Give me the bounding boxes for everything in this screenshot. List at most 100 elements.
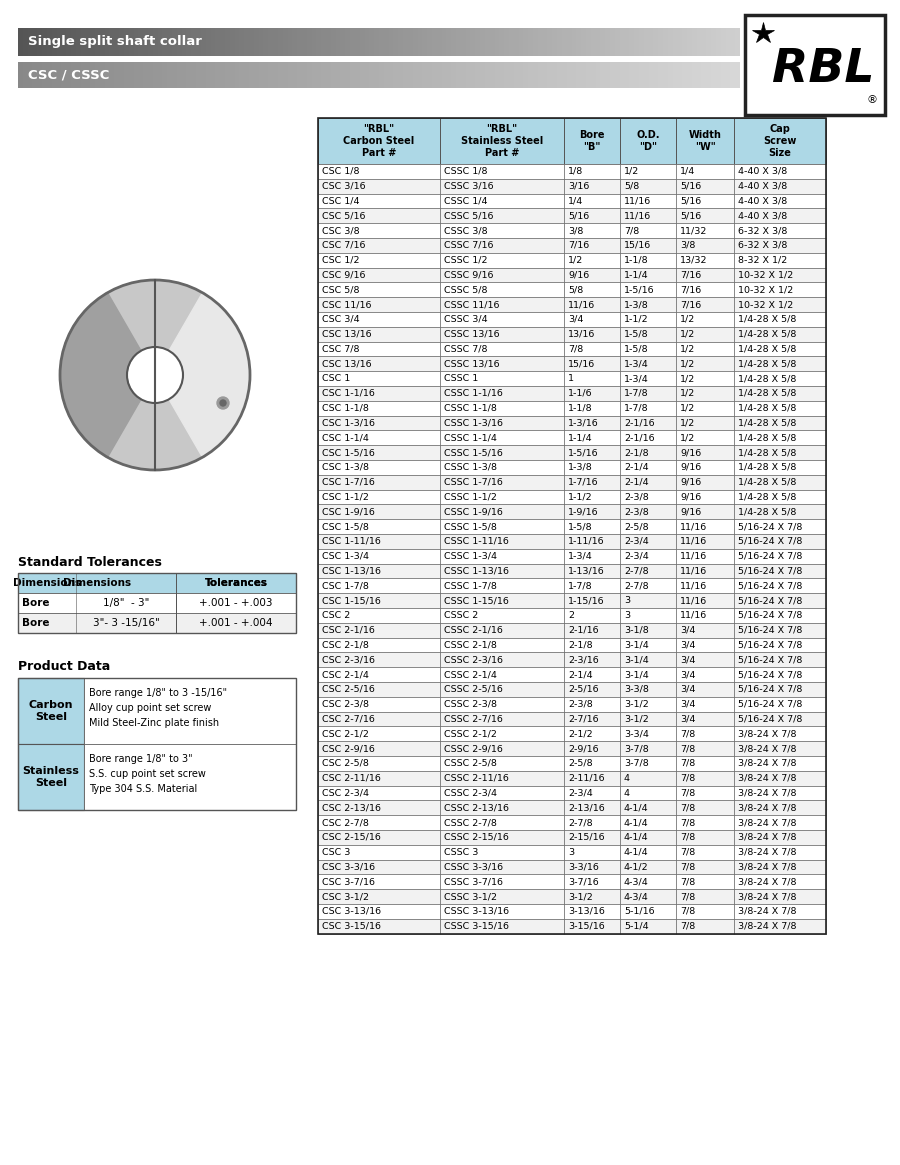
Bar bbox=[192, 62, 196, 89]
Text: Cap
Screw
Size: Cap Screw Size bbox=[763, 123, 796, 158]
Bar bbox=[182, 28, 186, 56]
Bar bbox=[318, 845, 440, 860]
Text: Alloy cup point set screw: Alloy cup point set screw bbox=[89, 702, 212, 713]
Bar bbox=[676, 297, 734, 312]
Text: 1-7/16: 1-7/16 bbox=[568, 478, 598, 487]
Text: 3/8-24 X 7/8: 3/8-24 X 7/8 bbox=[738, 804, 796, 812]
Bar bbox=[734, 386, 826, 401]
Bar bbox=[440, 712, 564, 727]
Wedge shape bbox=[169, 292, 250, 458]
Text: 1-3/4: 1-3/4 bbox=[568, 552, 593, 560]
Bar bbox=[734, 860, 826, 875]
Text: 5/16-24 X 7/8: 5/16-24 X 7/8 bbox=[738, 552, 803, 560]
Text: 5/16: 5/16 bbox=[568, 211, 590, 220]
Bar bbox=[220, 28, 225, 56]
Bar bbox=[734, 785, 826, 800]
Text: 11/16: 11/16 bbox=[680, 610, 707, 620]
Bar bbox=[564, 534, 620, 549]
Bar bbox=[86, 62, 90, 89]
Bar bbox=[440, 520, 564, 534]
Bar bbox=[318, 445, 440, 460]
Bar bbox=[292, 28, 297, 56]
Bar bbox=[553, 28, 557, 56]
Bar bbox=[318, 756, 440, 771]
Bar bbox=[393, 62, 399, 89]
Bar bbox=[235, 28, 239, 56]
Bar bbox=[620, 416, 676, 430]
Text: CSSC 1-13/16: CSSC 1-13/16 bbox=[444, 566, 509, 576]
Bar bbox=[318, 875, 440, 889]
Bar bbox=[76, 573, 176, 593]
Bar bbox=[318, 356, 440, 372]
Bar bbox=[61, 28, 66, 56]
Text: 6-32 X 3/8: 6-32 X 3/8 bbox=[738, 226, 788, 235]
Text: 5/16: 5/16 bbox=[680, 211, 701, 220]
Bar bbox=[318, 727, 440, 741]
Bar bbox=[196, 62, 201, 89]
Bar bbox=[564, 489, 620, 504]
Bar bbox=[676, 460, 734, 475]
Bar bbox=[76, 28, 81, 56]
Text: 5/16: 5/16 bbox=[680, 197, 701, 205]
Bar bbox=[504, 28, 509, 56]
Bar bbox=[471, 62, 475, 89]
Text: Mild Steel-Zinc plate finish: Mild Steel-Zinc plate finish bbox=[89, 718, 219, 728]
Bar bbox=[620, 504, 676, 520]
Bar bbox=[676, 637, 734, 652]
Text: 5/16-24 X 7/8: 5/16-24 X 7/8 bbox=[738, 700, 803, 708]
Bar bbox=[440, 445, 564, 460]
Text: 15/16: 15/16 bbox=[624, 241, 652, 250]
Text: 1-1/2: 1-1/2 bbox=[568, 493, 592, 501]
Bar bbox=[114, 62, 119, 89]
Bar bbox=[42, 62, 47, 89]
Text: CSSC 1-11/16: CSSC 1-11/16 bbox=[444, 537, 508, 546]
Bar bbox=[403, 28, 408, 56]
Text: RBL: RBL bbox=[772, 48, 874, 92]
Text: 2-1/16: 2-1/16 bbox=[568, 626, 598, 635]
Bar bbox=[676, 372, 734, 386]
Text: 7/8: 7/8 bbox=[568, 345, 583, 353]
Bar bbox=[475, 62, 480, 89]
Bar bbox=[676, 253, 734, 268]
Text: CSC 2-1/4: CSC 2-1/4 bbox=[322, 670, 369, 679]
Bar bbox=[676, 356, 734, 372]
Text: 3/4: 3/4 bbox=[680, 700, 696, 708]
Bar bbox=[676, 741, 734, 756]
Text: CSC 2-5/8: CSC 2-5/8 bbox=[322, 758, 369, 768]
Text: 1/2: 1/2 bbox=[624, 167, 639, 176]
Bar bbox=[620, 741, 676, 756]
Bar bbox=[440, 489, 564, 504]
Text: CSSC 2-5/16: CSSC 2-5/16 bbox=[444, 685, 503, 694]
Circle shape bbox=[60, 280, 250, 469]
Bar bbox=[18, 28, 22, 56]
Bar bbox=[318, 520, 440, 534]
Bar bbox=[653, 62, 658, 89]
Text: 1/4: 1/4 bbox=[680, 167, 695, 176]
Text: CSSC 1-15/16: CSSC 1-15/16 bbox=[444, 596, 508, 605]
Bar bbox=[81, 62, 86, 89]
Bar bbox=[18, 573, 296, 633]
Text: CSSC 3/8: CSSC 3/8 bbox=[444, 226, 488, 235]
Text: CSSC 3-13/16: CSSC 3-13/16 bbox=[444, 906, 509, 916]
Text: 1-13/16: 1-13/16 bbox=[568, 566, 605, 576]
Text: 3/8-24 X 7/8: 3/8-24 X 7/8 bbox=[738, 729, 796, 739]
Bar bbox=[124, 62, 129, 89]
Text: 11/16: 11/16 bbox=[624, 211, 652, 220]
Bar bbox=[564, 401, 620, 416]
Bar bbox=[318, 564, 440, 578]
Bar bbox=[220, 62, 225, 89]
Bar bbox=[81, 28, 86, 56]
Bar bbox=[139, 62, 143, 89]
Bar bbox=[564, 282, 620, 297]
Bar bbox=[547, 62, 553, 89]
Text: 5-1/4: 5-1/4 bbox=[624, 922, 649, 931]
Bar bbox=[440, 816, 564, 829]
Text: 1/2: 1/2 bbox=[680, 374, 695, 383]
Text: 3-3/4: 3-3/4 bbox=[624, 729, 649, 739]
Text: 4-40 X 3/8: 4-40 X 3/8 bbox=[738, 211, 788, 220]
Bar bbox=[440, 652, 564, 668]
Bar bbox=[211, 62, 215, 89]
Text: ®: ® bbox=[866, 96, 877, 105]
Text: 7/8: 7/8 bbox=[680, 833, 695, 842]
Bar bbox=[440, 608, 564, 623]
